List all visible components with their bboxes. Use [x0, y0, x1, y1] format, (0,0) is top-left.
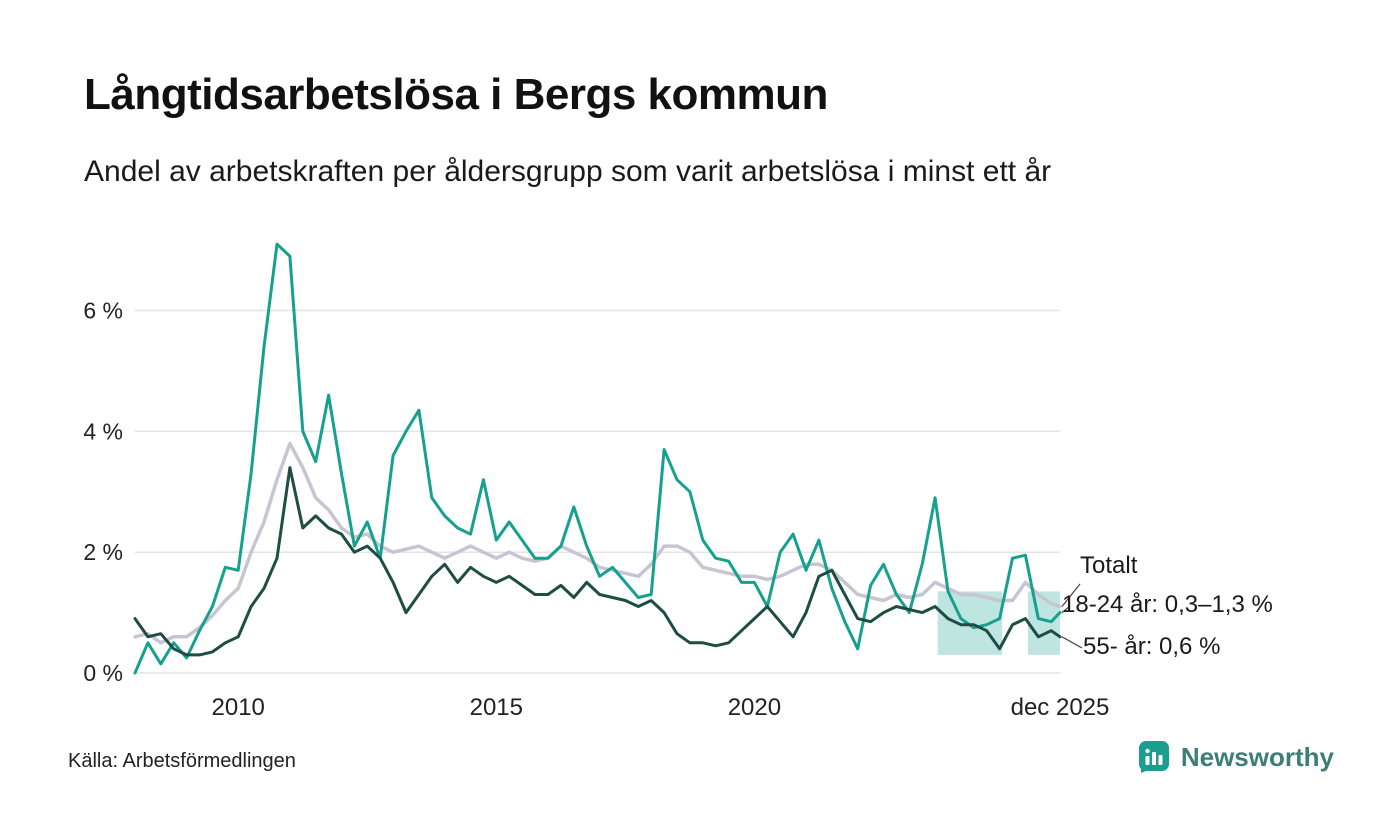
- chart-annotation-totalt: Totalt: [1080, 552, 1138, 579]
- chart-annotation-18-24-ar: 18-24 år: 0,3–1,3 %: [1062, 591, 1273, 618]
- y-tick-label: 4 %: [83, 418, 123, 444]
- x-tick-label: 2010: [212, 694, 265, 721]
- annotation-leader-18-24-r: [1061, 605, 1071, 614]
- series-line-18-24-r: [133, 242, 1062, 675]
- y-tick-label: 0 %: [83, 660, 123, 686]
- y-tick-label: 6 %: [83, 298, 123, 324]
- x-tick-label: dec 2025: [1011, 694, 1110, 721]
- series-line-55-r: [133, 466, 1062, 657]
- page-subtitle: Andel av arbetskraften per åldersgrupp s…: [84, 155, 1052, 188]
- x-tick-label: 2015: [470, 694, 523, 721]
- source-note: Källa: Arbetsförmedlingen: [68, 750, 296, 772]
- x-tick-label: 2020: [728, 694, 781, 721]
- page-title: Långtidsarbetslösa i Bergs kommun: [84, 70, 828, 119]
- annotation-leader-55-r: [1061, 636, 1083, 649]
- y-tick-label: 2 %: [83, 539, 123, 565]
- newsworthy-logo-icon: [1138, 741, 1169, 773]
- chart-annotation-55-ar: 55- år: 0,6 %: [1083, 633, 1221, 660]
- confidence-band: [1028, 591, 1060, 655]
- newsworthy-logo-text: Newsworthy: [1180, 741, 1334, 772]
- newsworthy-logo: Newsworthy: [1137, 740, 1334, 774]
- annotation-leader-totalt: [1061, 583, 1081, 607]
- series-line-totalt: [133, 441, 1062, 645]
